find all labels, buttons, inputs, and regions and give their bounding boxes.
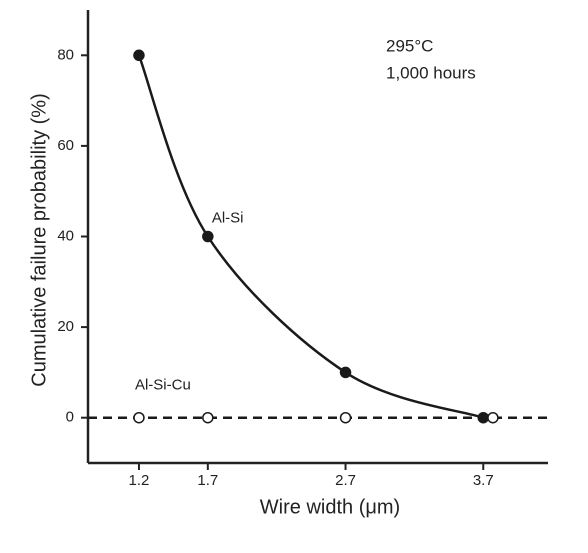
data-point <box>202 411 214 424</box>
x-tick-label: 1.7 <box>197 472 218 489</box>
series-label: Al-Si <box>212 209 244 226</box>
x-tick-label: 2.7 <box>335 472 356 489</box>
y-tick-label: 20 <box>57 318 74 335</box>
y-tick-label: 60 <box>57 137 74 154</box>
annotation: 1,000 hours <box>386 63 476 82</box>
x-tick-label: 1.2 <box>129 472 150 489</box>
annotation: 295°C <box>386 36 433 55</box>
data-point <box>133 411 145 424</box>
series-label: Al-Si-Cu <box>135 377 191 394</box>
data-point <box>339 411 352 424</box>
y-axis-label: Cumulative failure probability (%) <box>28 93 50 386</box>
x-tick-label: 3.7 <box>473 472 494 489</box>
x-axis-label: Wire width (μm) <box>260 496 400 518</box>
y-tick-label: 40 <box>57 227 74 244</box>
data-point <box>202 230 214 243</box>
data-point <box>487 411 499 424</box>
data-point <box>133 49 145 62</box>
y-tick-label: 80 <box>57 46 74 63</box>
series-line <box>137 54 484 419</box>
data-point <box>339 366 352 379</box>
y-tick-label: 0 <box>66 409 74 426</box>
